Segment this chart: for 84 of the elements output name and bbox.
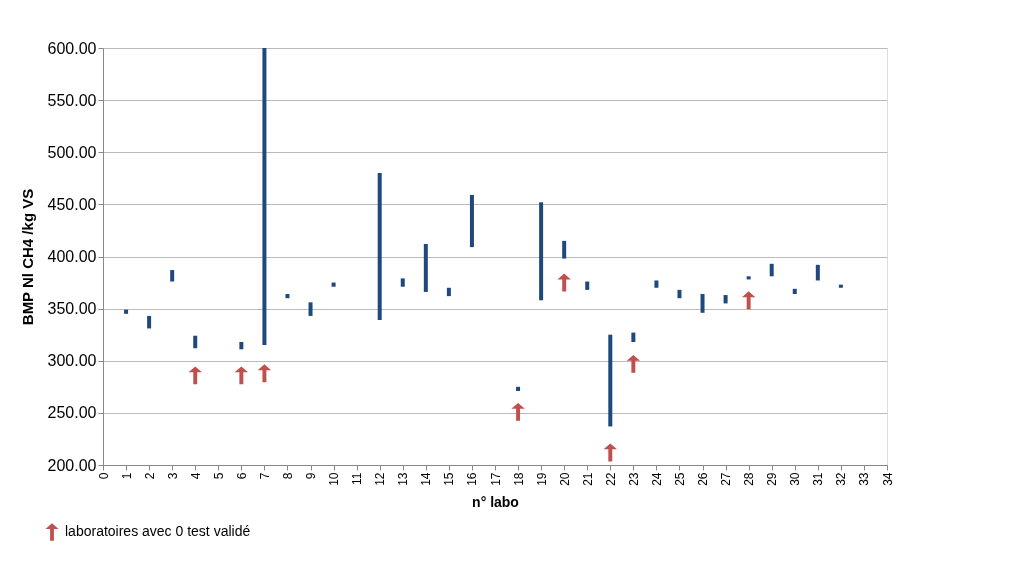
bar: [539, 202, 544, 301]
bar: [516, 386, 521, 391]
x-tick-label: 9: [304, 472, 319, 480]
bar: [308, 302, 313, 316]
bar: [193, 335, 198, 349]
y-tick-label: 400.00: [47, 248, 97, 265]
bar: [124, 309, 129, 314]
point: [234, 366, 249, 385]
point: [557, 273, 571, 292]
x-tick-label: 15: [442, 472, 457, 486]
bar: [239, 341, 244, 350]
x-tick-label: 19: [534, 472, 549, 486]
point: [188, 366, 202, 385]
bar: [469, 194, 474, 248]
x-tick-label: 31: [811, 472, 826, 486]
y-axis-title: BMP Nl CH4 /kg VS: [18, 188, 36, 326]
point: [511, 402, 525, 421]
x-tick-label: 23: [626, 472, 641, 486]
x-tick-label: 6: [234, 472, 249, 480]
bar: [377, 173, 382, 321]
y-tick-label: 500.00: [47, 143, 97, 161]
x-tick-label: 34: [880, 472, 895, 486]
x-tick-label: 18: [511, 472, 526, 486]
point: [257, 364, 272, 383]
point: [603, 443, 617, 462]
x-tick-label: 16: [465, 472, 480, 486]
bar: [147, 315, 152, 329]
x-tick-label: 3: [165, 472, 180, 480]
bar: [746, 276, 751, 280]
x-tick-label: 25: [672, 472, 687, 486]
x-tick-label: 4: [188, 472, 203, 480]
bar: [654, 280, 659, 288]
x-tick-label: 17: [488, 472, 503, 486]
x-axis-title: n° labo: [472, 493, 519, 510]
x-tick-label: 5: [211, 472, 226, 480]
x-tick-label: 32: [834, 472, 849, 486]
bar: [608, 334, 613, 427]
x-tick-label: 14: [419, 472, 434, 486]
x-tick-label: 28: [742, 472, 757, 486]
x-tick-label: 27: [719, 472, 734, 486]
bar: [723, 295, 728, 304]
y-tick-label: 350.00: [47, 300, 97, 318]
x-tick-label: 24: [649, 472, 664, 486]
bar: [285, 294, 290, 299]
x-tick-label: 33: [857, 472, 872, 486]
bar: [769, 263, 774, 277]
y-tick-label: 300.00: [47, 352, 97, 370]
x-tick-label: 30: [788, 472, 803, 486]
x-tick-label: 2: [142, 472, 157, 480]
x-tick-label: 10: [327, 472, 342, 486]
bar: [585, 281, 590, 290]
legend-label: laboratoires avec 0 test validé: [65, 523, 251, 539]
bar: [631, 332, 636, 342]
bar: [400, 278, 405, 287]
y-tick-label: 200.00: [47, 456, 97, 474]
y-tick-label: 550.00: [47, 91, 97, 109]
x-tick-label: 7: [257, 472, 272, 480]
bar: [838, 284, 843, 288]
x-tick-label: 21: [580, 472, 595, 486]
y-tick-label: 600.00: [47, 39, 97, 57]
bar: [331, 282, 336, 287]
bar: [262, 48, 267, 346]
y-tick-label: 250.00: [47, 404, 97, 422]
x-tick-label: 13: [396, 472, 411, 486]
x-tick-label: 1: [119, 472, 134, 480]
bar: [700, 294, 705, 313]
bar: [562, 240, 567, 259]
bar: [170, 270, 175, 282]
point: [741, 291, 756, 310]
bar: [815, 264, 820, 281]
point: [626, 354, 641, 373]
x-tick-label: 12: [373, 472, 388, 486]
x-tick-label: 0: [96, 472, 111, 480]
x-tick-label: 26: [696, 472, 711, 486]
x-tick-label: 8: [280, 472, 295, 480]
bar: [446, 287, 451, 297]
x-tick-label: 20: [557, 472, 572, 486]
x-tick-label: 22: [603, 472, 618, 486]
x-tick-label: 29: [765, 472, 780, 486]
x-tick-label: 11: [350, 472, 365, 485]
bar: [677, 289, 682, 299]
bar: [792, 288, 797, 295]
bar: [423, 243, 428, 292]
y-tick-label: 450.00: [47, 195, 97, 213]
